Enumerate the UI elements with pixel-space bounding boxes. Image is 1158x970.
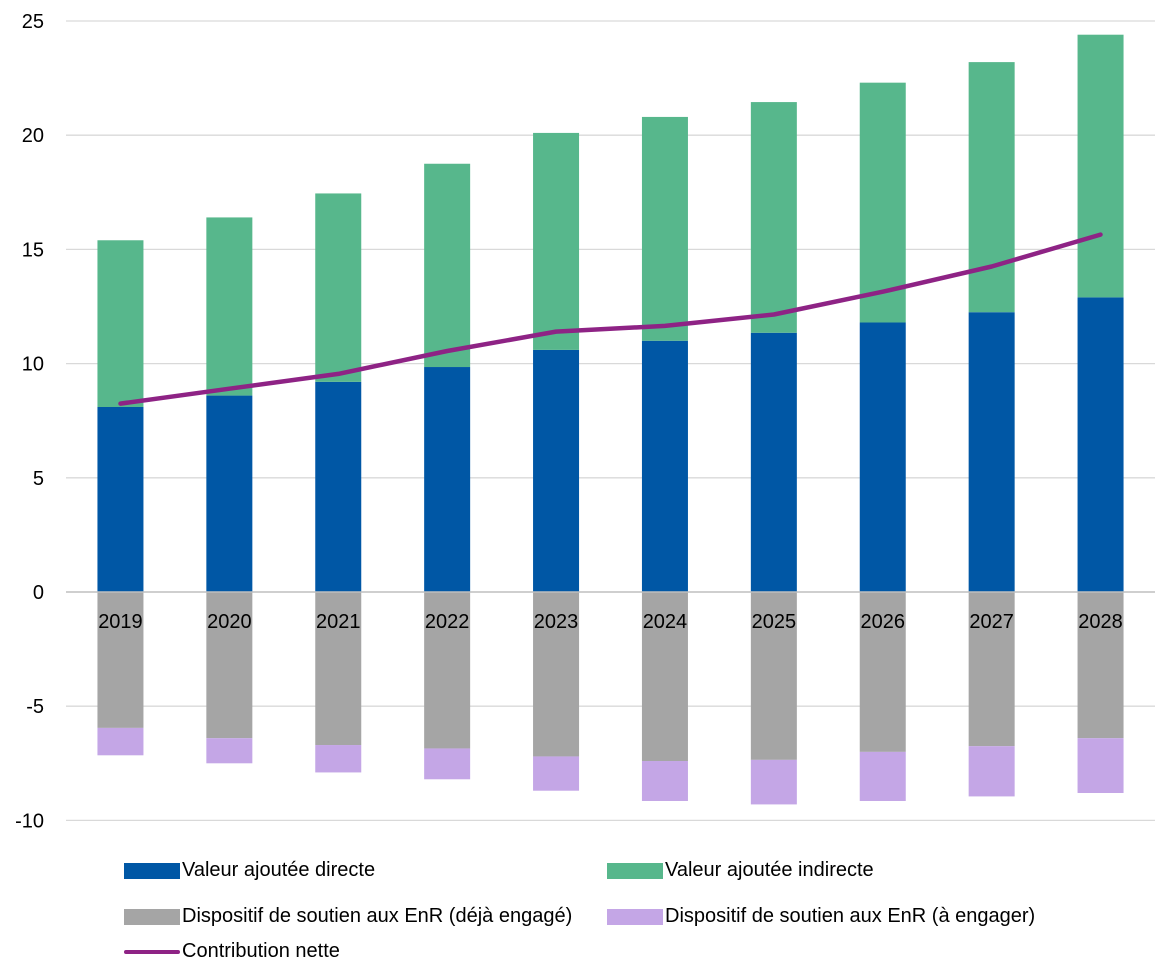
bar-engaged-2027 [968,592,1015,747]
bar-direct-2025 [750,332,797,592]
bar-indirect-2022 [424,163,471,368]
bar-indirect-2027 [968,62,1015,313]
bar-direct-2028 [1077,297,1124,592]
bar-engaged-2025 [750,592,797,760]
bar-to-engage-2024 [641,761,688,801]
bar-direct-2023 [533,349,580,592]
y-tick-label: 15 [22,239,44,261]
bar-indirect-2028 [1077,34,1124,298]
bar-engaged-2023 [533,592,580,757]
x-tick-label: 2020 [207,611,252,633]
x-tick-label: 2019 [98,611,143,633]
x-tick-label: 2027 [969,611,1014,633]
bar-to-engage-2020 [206,738,253,764]
net-contribution-line [118,232,1103,406]
bar-to-engage-2021 [315,745,362,773]
x-tick-label: 2028 [1078,611,1123,633]
y-tick-label: -10 [15,810,44,832]
bar-direct-2026 [859,322,906,592]
x-axis-ticks: 2019 2020 2021 2022 2023 2024 2025 2026 2027 2028 [98,611,1123,633]
bar-indirect-2020 [206,217,253,396]
bar-engaged-2028 [1077,592,1124,739]
y-tick-label: 5 [33,468,44,490]
y-tick-label: 0 [33,582,44,604]
bar-engaged-2021 [315,592,362,746]
bar-indirect-2024 [641,116,688,341]
bar-indirect-2026 [859,82,906,323]
bar-indirect-2021 [315,193,362,382]
y-axis-ticks: 25 20 15 10 5 0 -5 -10 [15,11,44,832]
bar-to-engage-2025 [750,759,797,805]
bar-indirect-2019 [97,240,144,407]
bar-to-engage-2022 [424,748,471,780]
bar-direct-2027 [968,312,1015,592]
x-tick-label: 2024 [643,611,688,633]
x-tick-label: 2021 [316,611,361,633]
y-tick-label: 25 [22,11,44,33]
bar-engaged-2020 [206,592,253,739]
x-tick-label: 2026 [861,611,906,633]
bar-indirect-2025 [750,102,797,333]
bars [97,34,1124,805]
y-tick-label: -5 [26,696,44,718]
bar-direct-2022 [424,367,471,592]
bar-engaged-2022 [424,592,471,749]
bar-direct-2024 [641,340,688,592]
bar-engaged-2024 [641,592,688,762]
bar-indirect-2023 [533,132,580,350]
bar-to-engage-2027 [968,746,1015,797]
y-tick-label: 20 [22,125,44,147]
bar-to-engage-2026 [859,751,906,801]
bar-direct-2021 [315,381,362,592]
y-tick-label: 10 [22,354,44,376]
bar-direct-2019 [97,406,144,592]
x-tick-label: 2023 [534,611,579,633]
x-tick-label: 2025 [752,611,797,633]
bar-to-engage-2023 [533,756,580,791]
net-contribution-line-group [118,232,1103,406]
bar-to-engage-2028 [1077,738,1124,793]
bar-to-engage-2019 [97,727,144,756]
bar-engaged-2026 [859,592,906,752]
bar-direct-2020 [206,395,253,592]
x-tick-label: 2022 [425,611,470,633]
bar-engaged-2019 [97,592,144,728]
